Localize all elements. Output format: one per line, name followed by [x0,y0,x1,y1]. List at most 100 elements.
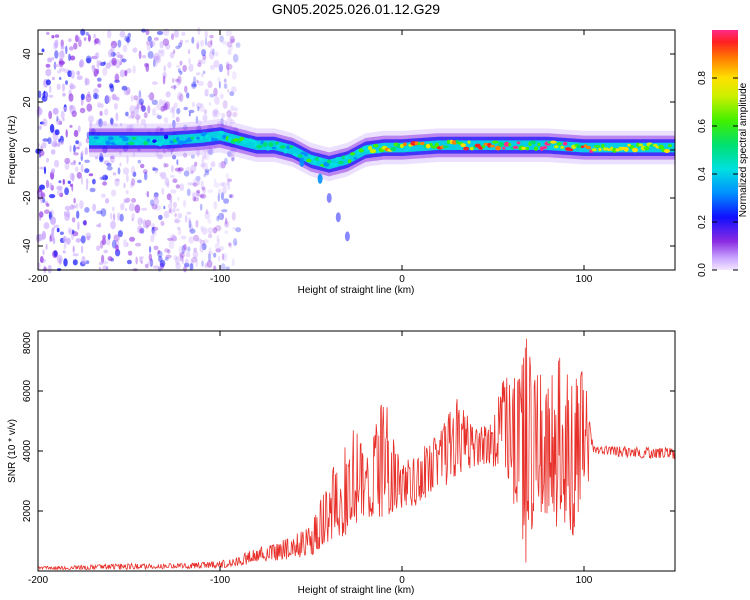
noise-blob [132,171,137,177]
ridge-peak [193,137,197,142]
noise-blob [174,219,181,224]
noise-blob [231,86,237,93]
noise-blob [203,153,207,160]
noise-blob [145,191,149,197]
noise-blob [58,67,66,72]
noise-blob [52,227,55,231]
noise-blob [201,243,207,251]
noise-blob [139,255,145,260]
noise-blob [197,106,200,112]
noise-blob [177,167,182,174]
noise-blob [204,89,209,97]
noise-blob [226,62,230,71]
noise-blob [230,38,235,43]
noise-blob [104,108,109,116]
ridge-peak [460,143,467,148]
noise-blob [87,34,91,42]
noise-blob [53,250,58,257]
noise-blob [121,85,128,91]
noise-blob [173,49,176,54]
noise-blob [167,249,171,254]
noise-blob [218,188,222,195]
noise-blob [172,112,175,119]
noise-blob [125,190,129,195]
noise-blob [126,68,132,74]
noise-blob [138,98,144,106]
noise-blob [170,234,176,242]
noise-blob [98,118,103,128]
ridge-peak [627,143,631,147]
noise-blob [63,258,68,267]
ridge-peak [429,142,433,147]
noise-blob [86,178,89,186]
noise-blob [164,257,169,261]
ridge-peak [503,141,510,147]
noise-blob [207,227,213,234]
noise-blob [86,103,93,112]
y-tick-label: 4000 [22,439,33,462]
noise-blob [133,95,138,101]
noise-blob [93,39,97,46]
noise-blob [103,249,108,254]
noise-blob [59,192,64,198]
noise-blob [231,258,235,267]
noise-blob [174,213,177,217]
noise-blob [149,40,156,48]
noise-blob [204,168,210,173]
noise-blob [229,119,236,125]
colorbar-tick-label: 0.6 [697,119,708,133]
noise-blob [226,117,233,122]
noise-blob [217,193,220,202]
noise-blob [127,250,133,256]
noise-blob [96,59,100,69]
noise-blob [200,39,205,47]
snr-x-axis-label: Height of straight line (km) [298,585,415,596]
ridge-peak [369,148,377,154]
noise-blob [119,56,124,63]
ridge-peak [164,134,169,140]
noise-blob [42,118,48,127]
noise-blob [202,154,205,161]
noise-blob [186,188,191,197]
noise-blob [183,199,187,208]
noise-blob [208,233,213,239]
noise-blob [126,242,129,247]
noise-blob [164,248,170,253]
noise-blob [202,186,206,194]
noise-blob [220,93,224,100]
noise-blob [162,75,166,85]
ridge-peak [498,141,504,147]
noise-blob [43,222,50,230]
noise-blob [50,216,56,225]
noise-blob [83,37,87,41]
ridge-peak [492,140,499,144]
noise-blob [126,259,132,265]
noise-blob [85,78,90,86]
noise-blob [112,206,115,212]
noise-blob [119,30,126,38]
noise-blob [218,63,224,73]
noise-blob [169,51,175,59]
noise-blob [51,168,56,174]
noise-blob [88,173,94,177]
noise-blob [92,203,96,212]
ridge-peak [467,140,471,144]
branch-blob [344,231,350,242]
noise-blob [173,29,180,38]
noise-blob [132,47,138,53]
noise-blob [119,213,124,222]
noise-blob [224,220,230,228]
noise-blob [141,105,146,112]
noise-blob [172,201,177,209]
noise-blob [111,189,117,197]
ridge-peak [530,140,536,145]
noise-blob [159,41,164,49]
noise-blob [98,155,104,163]
noise-blob [218,246,225,251]
noise-blob [167,182,170,188]
ridge-peak [478,146,484,150]
noise-blob [80,93,85,101]
ridge-peak [442,145,449,149]
noise-blob [184,85,188,93]
